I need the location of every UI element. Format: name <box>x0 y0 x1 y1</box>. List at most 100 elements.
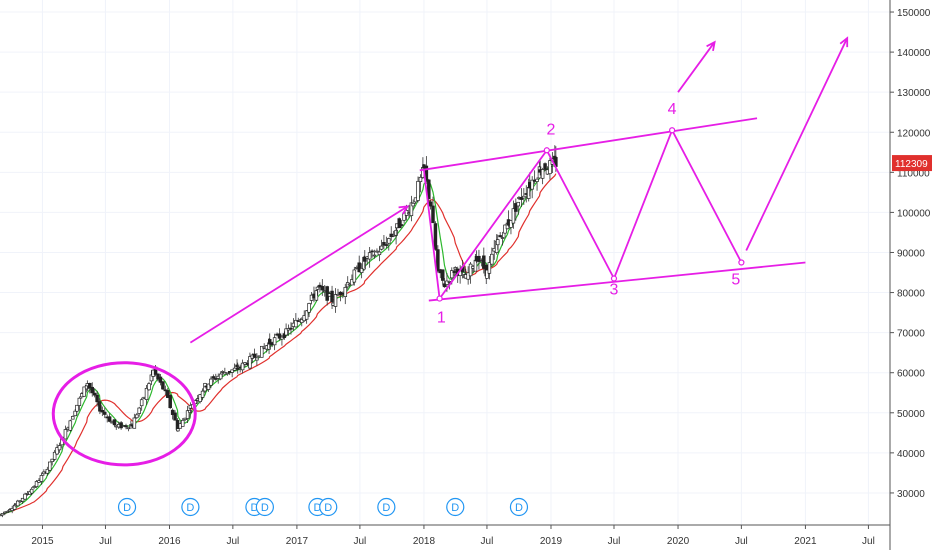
candle <box>487 256 492 280</box>
dividend-marker-label: D <box>324 502 332 514</box>
x-tick-label: 2017 <box>286 536 309 547</box>
candle-body <box>225 372 230 375</box>
candle <box>548 154 552 180</box>
candle-body <box>418 176 423 182</box>
candle-body <box>535 178 539 182</box>
dividend-marker[interactable]: D <box>446 497 465 517</box>
candle-body <box>540 169 545 179</box>
candle <box>70 415 75 420</box>
candle-body <box>377 251 382 256</box>
dividend-marker-label: D <box>250 502 258 514</box>
candle <box>63 425 68 440</box>
candle-body <box>436 249 440 272</box>
y-tick-label: 110000 <box>897 168 930 179</box>
candle <box>214 373 218 381</box>
candle-body <box>147 383 151 391</box>
candle-body <box>112 419 117 426</box>
candle <box>48 461 52 472</box>
candle <box>519 188 524 208</box>
candle-body <box>375 250 379 253</box>
x-tick-label: 2020 <box>667 536 690 547</box>
anchor-point <box>543 147 550 154</box>
candle <box>442 278 447 288</box>
candle-body <box>543 163 547 170</box>
arrow-head <box>706 40 716 52</box>
candle-body <box>176 428 180 432</box>
candle-body <box>495 239 500 246</box>
candle <box>370 249 374 258</box>
grid-layer <box>0 0 890 525</box>
x-axis[interactable]: 2015 Jul 2016 Jul 2017 Jul 2018 Jul 2019 Jul 2020 J… <box>0 524 890 547</box>
y-axis[interactable]: 30000 40000 50000 60000 70000 80000 90000 10000… <box>889 0 932 550</box>
candle <box>394 225 398 245</box>
candle <box>416 176 420 203</box>
candle-body <box>183 417 187 421</box>
dividend-marker[interactable]: D <box>181 497 200 517</box>
candle <box>139 397 144 411</box>
candle <box>516 201 521 215</box>
candle-body <box>166 390 170 398</box>
dividend-marker-circle <box>446 497 465 517</box>
candle <box>248 352 252 370</box>
candle-body <box>252 353 257 358</box>
candle <box>112 419 117 427</box>
candle-body <box>82 386 86 397</box>
candle <box>100 406 105 417</box>
dividend-marker[interactable]: D <box>319 497 338 517</box>
dividend-marker-circle <box>181 497 200 517</box>
candle <box>185 405 190 423</box>
candle <box>135 413 139 419</box>
anchor-point <box>669 127 676 134</box>
candle-body <box>209 378 213 386</box>
dividend-marker-label: D <box>123 502 131 514</box>
anchor-point <box>610 275 618 282</box>
candle-body <box>206 383 211 390</box>
dividend-marker[interactable]: D <box>117 497 137 517</box>
candle <box>357 255 361 273</box>
candle <box>235 362 240 374</box>
candle-body <box>218 373 223 380</box>
dividend-marker[interactable]: D <box>255 497 274 517</box>
candle <box>343 283 348 305</box>
anchor-point <box>738 259 745 266</box>
candle-body <box>185 410 190 419</box>
candle-body <box>137 407 141 414</box>
candle-body <box>255 357 259 361</box>
candle-body <box>57 445 62 451</box>
dividend-marker[interactable]: D <box>509 497 529 517</box>
dividend-marker[interactable]: D <box>377 497 396 517</box>
dividend-marker-label: D <box>186 502 194 514</box>
candle-body <box>509 220 513 228</box>
candle <box>156 373 160 382</box>
candle <box>183 417 187 422</box>
y-tick-label: 60000 <box>897 369 925 380</box>
x-tick-label: Jul <box>481 536 494 547</box>
candle <box>235 359 239 369</box>
candle <box>98 400 102 415</box>
candle-body <box>485 269 489 279</box>
candle-body <box>161 381 165 390</box>
candle-body <box>158 376 163 383</box>
candle-body <box>77 397 82 406</box>
candle <box>391 230 396 238</box>
dividend-marker-circle <box>255 497 274 517</box>
candle <box>34 479 39 489</box>
candle <box>535 177 539 191</box>
drawing-layer[interactable]: 1 2 3 4 5 <box>51 36 849 467</box>
candle-body <box>330 290 334 303</box>
candle-body <box>180 419 185 427</box>
candle <box>411 199 415 209</box>
dividend-marker-label: D <box>451 502 459 514</box>
candle-body <box>5 511 10 513</box>
candle <box>39 472 44 485</box>
last-price-badge: 112309 <box>892 155 932 172</box>
candle <box>230 369 234 378</box>
x-tick-label: Jul <box>862 536 875 547</box>
arrow-shaft <box>745 37 849 251</box>
candle-body <box>214 378 218 380</box>
y-tick-label: 70000 <box>897 329 925 340</box>
candle <box>52 449 57 462</box>
